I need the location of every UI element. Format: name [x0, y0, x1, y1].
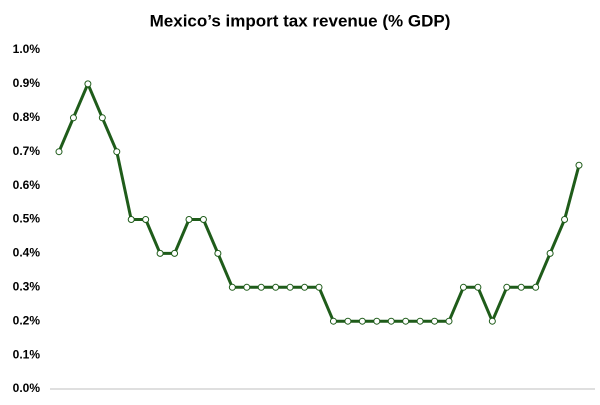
- marker: [286, 283, 294, 291]
- marker: [387, 317, 395, 325]
- marker: [98, 114, 106, 122]
- y-tick-label: 0.6%: [13, 178, 41, 192]
- chart-title: Mexico’s import tax revenue (% GDP): [150, 11, 451, 30]
- marker: [171, 249, 179, 257]
- y-tick-label: 0.2%: [13, 313, 41, 327]
- marker: [228, 283, 236, 291]
- marker: [113, 148, 121, 156]
- y-tick-label: 0.8%: [13, 110, 41, 124]
- marker: [373, 317, 381, 325]
- y-tick-label: 0.0%: [13, 381, 41, 395]
- y-tick-label: 0.4%: [13, 246, 41, 260]
- marker: [55, 148, 63, 156]
- marker: [329, 317, 337, 325]
- marker: [575, 161, 583, 169]
- marker: [156, 249, 164, 257]
- marker: [344, 317, 352, 325]
- marker: [257, 283, 265, 291]
- marker: [142, 216, 150, 223]
- marker: [459, 283, 467, 291]
- marker: [488, 317, 496, 325]
- marker: [69, 114, 77, 122]
- y-tick-label: 0.9%: [13, 76, 41, 90]
- marker: [315, 283, 323, 291]
- marker: [272, 283, 280, 291]
- marker: [431, 317, 439, 325]
- marker: [127, 216, 135, 223]
- marker: [402, 317, 410, 325]
- y-tick-label: 0.3%: [13, 279, 41, 293]
- marker: [445, 317, 453, 325]
- marker: [358, 317, 366, 325]
- marker: [546, 249, 554, 257]
- marker: [416, 317, 424, 325]
- marker: [532, 283, 540, 291]
- y-tick-label: 0.7%: [13, 144, 41, 158]
- y-tick-label: 0.5%: [13, 212, 41, 226]
- marker: [474, 283, 482, 291]
- marker: [214, 249, 222, 257]
- y-tick-label: 0.1%: [13, 347, 41, 361]
- marker: [243, 283, 251, 291]
- marker: [84, 80, 92, 88]
- marker: [517, 283, 525, 291]
- marker: [199, 216, 207, 223]
- y-tick-label: 1.0%: [13, 42, 41, 56]
- marker: [185, 216, 193, 223]
- marker: [503, 283, 511, 291]
- marker: [561, 216, 569, 223]
- marker: [301, 283, 309, 291]
